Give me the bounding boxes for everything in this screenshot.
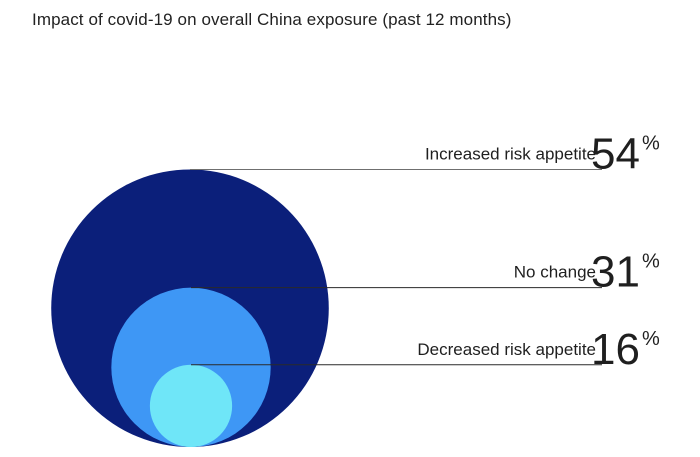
series-label-3: Decreased risk appetite bbox=[417, 340, 596, 359]
circle-decreased-risk-appetite bbox=[149, 364, 233, 447]
series-percent-sign-1: % bbox=[642, 132, 660, 154]
series-percent-sign-2: % bbox=[642, 251, 660, 273]
series-percent-sign-3: % bbox=[642, 328, 660, 350]
series-value-3: 16 bbox=[591, 325, 640, 374]
chart-title: Impact of covid-19 on overall China expo… bbox=[32, 10, 512, 29]
series-value-1: 54 bbox=[591, 129, 640, 178]
series-label-2: No change bbox=[514, 263, 596, 282]
series-label-1: Increased risk appetite bbox=[425, 144, 596, 163]
series-value-2: 31 bbox=[591, 248, 640, 297]
